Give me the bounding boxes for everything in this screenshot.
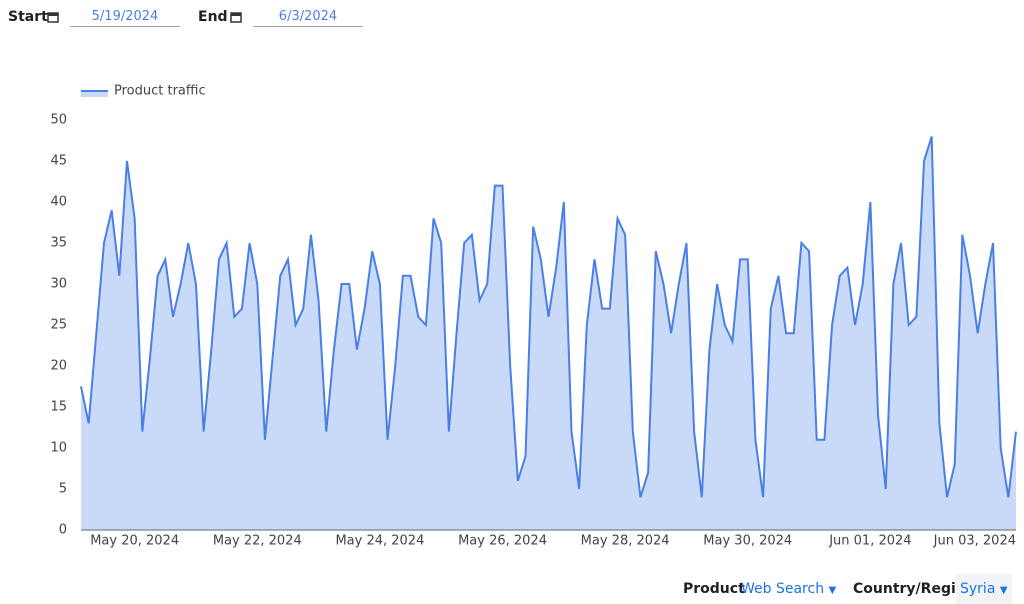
y-tick-label: 30 [50,277,67,292]
end-label: End [198,9,228,25]
region-dropdown[interactable]: Syria ▼ [956,574,1012,604]
x-tick-label: May 26, 2024 [458,534,547,549]
y-tick-label: 10 [50,441,67,456]
x-tick-label: May 28, 2024 [581,534,670,549]
y-tick-label: 45 [50,154,67,169]
product-dropdown[interactable]: Web Search ▼ [741,581,837,597]
y-tick-label: 25 [50,318,67,333]
calendar-icon[interactable] [230,11,242,23]
chart: 0 5 10 15 20 25 30 35 40 45 50 May 20, 2024 May 22, … [50,84,1017,549]
product-label: Product [683,581,745,597]
start-label: Start [8,9,48,25]
y-tick-label: 40 [50,195,67,210]
x-tick-label: May 22, 2024 [213,534,302,549]
y-tick-label: 15 [50,400,67,415]
y-tick-label: 0 [59,523,67,538]
x-tick-label: May 24, 2024 [335,534,424,549]
line [80,136,1017,498]
area-fill [81,136,1016,530]
legend-swatch [81,91,108,97]
y-tick-label: 20 [50,359,67,374]
calendar-icon[interactable] [47,11,59,23]
region-value: Syria [960,581,996,597]
x-tick-label: May 20, 2024 [90,534,179,549]
legend-label: Product traffic [114,84,206,99]
y-tick-label: 5 [59,482,67,497]
start-date-input[interactable]: 5/19/2024 [70,9,180,27]
end-date-input[interactable]: 6/3/2024 [253,9,363,27]
product-value: Web Search [741,581,825,597]
x-tick-label: Jun 01, 2024 [828,534,911,549]
region-label: Country/Region [853,581,976,597]
y-tick-label: 50 [50,113,67,128]
x-tick-label: May 30, 2024 [703,534,792,549]
x-tick-label: Jun 03, 2024 [933,534,1016,549]
y-tick-label: 35 [50,236,67,251]
